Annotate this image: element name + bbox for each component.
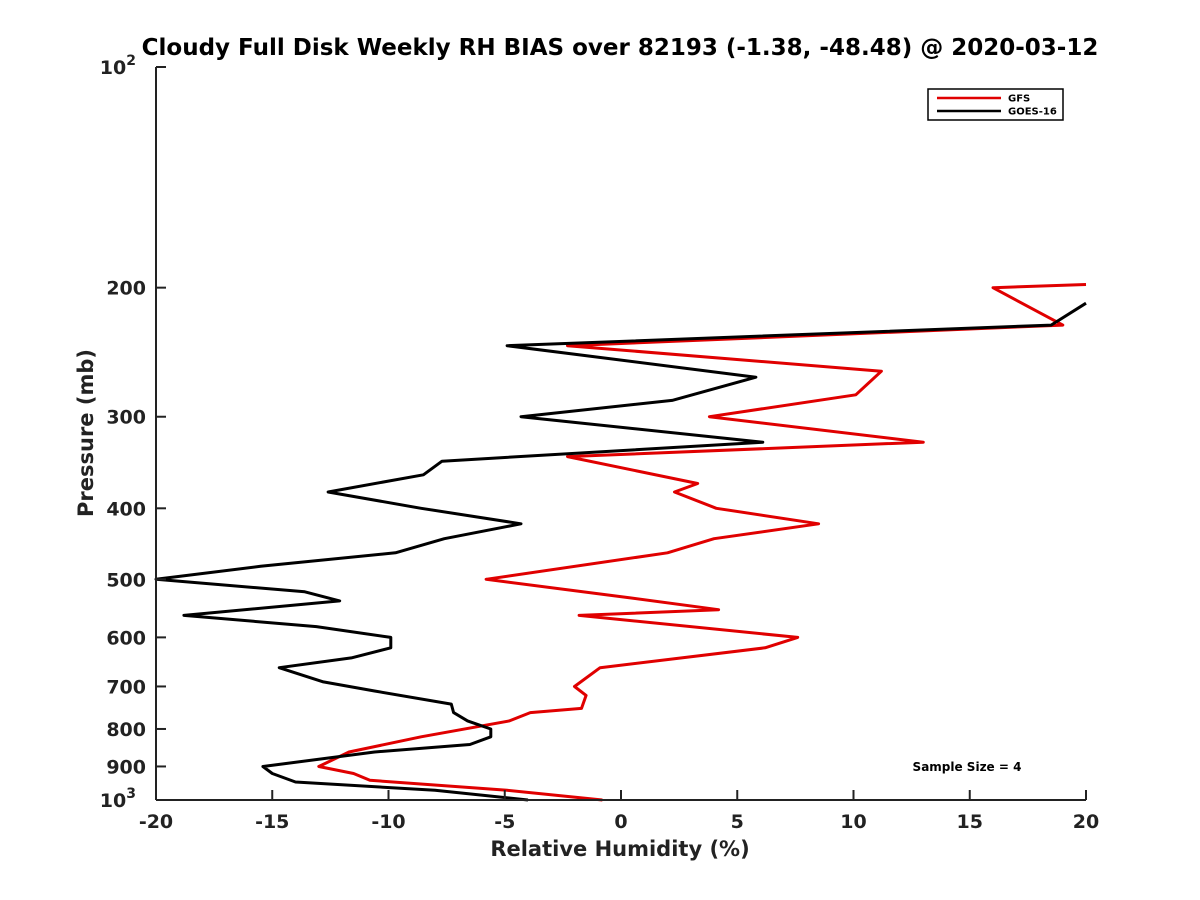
y-tick-label: 800	[106, 719, 146, 741]
x-axis-ticks: -20 -15 -10 -5 0 5 10 15 20	[139, 790, 1099, 833]
y-axis-label: Pressure (mb)	[74, 349, 98, 517]
y-tick-label: 103	[100, 786, 136, 812]
legend-box	[927, 88, 1064, 121]
chart-title: Cloudy Full Disk Weekly RH BIAS over 821…	[142, 35, 1099, 61]
x-tick-label: -20	[139, 811, 173, 833]
x-tick-label: -15	[255, 811, 289, 833]
x-tick-label: 10	[840, 811, 866, 833]
x-tick-label: -5	[494, 811, 515, 833]
x-axis-label: Relative Humidity (%)	[490, 837, 749, 861]
y-tick-label: 600	[106, 627, 146, 649]
legend-label-gfs: GFS	[1008, 94, 1030, 105]
y-tick-label: 200	[106, 278, 146, 300]
series-line-goes-16	[154, 301, 1087, 802]
x-tick-label: 15	[957, 811, 983, 833]
series-line-gfs	[317, 283, 1087, 802]
y-tick-label: 102	[100, 53, 136, 79]
plot-axes-frame	[156, 67, 1086, 800]
sample-size-annotation: Sample Size = 4	[913, 760, 1022, 774]
y-tick-label: 500	[106, 569, 146, 591]
legend-label-goes-16: GOES-16	[1008, 107, 1057, 118]
legend: GFS GOES-16	[927, 88, 1064, 121]
y-tick-label: 400	[106, 498, 146, 520]
y-axis-ticks: 102 200 300 400 500 600 700 800 900 103	[100, 53, 166, 812]
plot-area	[154, 283, 1087, 802]
x-tick-label: 20	[1073, 811, 1099, 833]
y-tick-label: 300	[106, 407, 146, 429]
y-tick-label: 700	[106, 676, 146, 698]
y-tick-label: 900	[106, 756, 146, 778]
x-tick-label: 5	[731, 811, 744, 833]
x-tick-label: 0	[614, 811, 627, 833]
x-tick-label: -10	[371, 811, 405, 833]
